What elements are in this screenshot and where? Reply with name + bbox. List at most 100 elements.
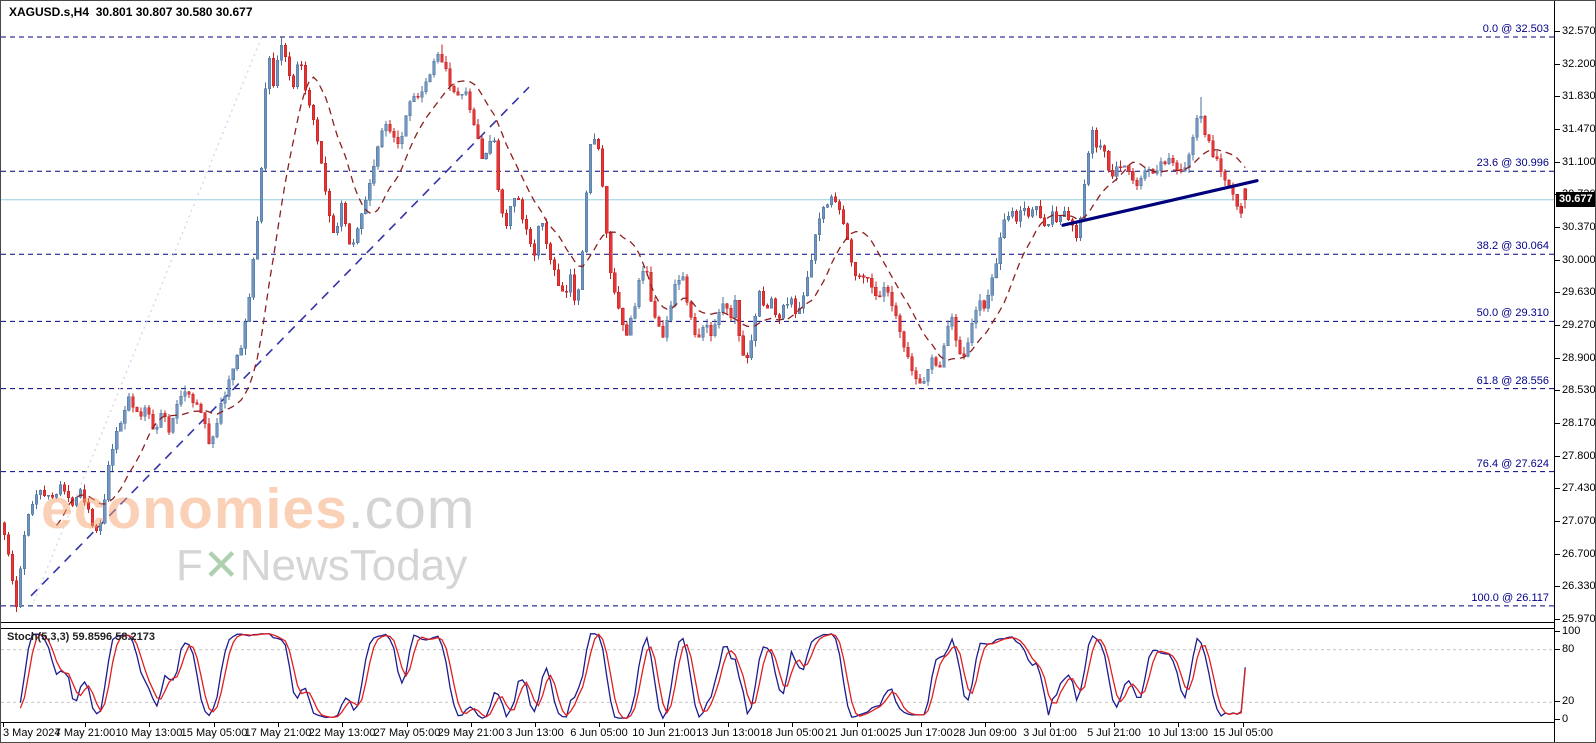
- time-tick-mark: [535, 723, 536, 727]
- time-tick-mark: [985, 723, 986, 727]
- time-tick-mark: [1243, 723, 1244, 727]
- price-tick-label: 28.530: [1562, 384, 1596, 397]
- price-tick-mark: [1555, 586, 1560, 588]
- time-axis-label: 10 Jun 21:00: [632, 727, 696, 739]
- watermark-brand-text: economies: [41, 477, 348, 541]
- time-tick-mark: [599, 723, 600, 727]
- price-tick-label: 32.570: [1562, 25, 1596, 37]
- stoch-tick-label: 100: [1562, 625, 1581, 637]
- watermark-f: F: [176, 541, 203, 590]
- time-axis-label: 29 May 21:00: [437, 727, 505, 739]
- price-tick-mark: [1555, 521, 1560, 522]
- stoch-tick-label: 0: [1562, 713, 1569, 725]
- time-tick-mark: [664, 723, 665, 727]
- time-axis-label: 17 May 21:00: [244, 727, 312, 739]
- price-tick-label: 29.270: [1562, 319, 1596, 331]
- time-axis-label: 3 May 2024: [3, 727, 61, 739]
- price-tick-label: 30.000: [1562, 253, 1596, 266]
- price-tick-mark: [1555, 390, 1560, 392]
- price-axis[interactable]: 32.57032.20031.83031.47031.10030.73030.3…: [1554, 1, 1596, 742]
- price-tick-label: 28.170: [1562, 417, 1596, 429]
- time-axis-label: 21 Jun 01:00: [825, 727, 889, 739]
- price-tick-mark: [1555, 31, 1560, 32]
- price-tick-label: 27.800: [1562, 449, 1596, 462]
- time-axis-label: 27 May 05:00: [373, 727, 441, 739]
- stochastic-panel[interactable]: Stoch(5,3,3) 59.8596 58.2173: [1, 628, 1554, 723]
- price-tick-label: 31.100: [1562, 155, 1596, 168]
- time-tick-mark: [278, 723, 279, 727]
- time-axis-label: 7 May 21:00: [54, 727, 116, 739]
- price-tick-mark: [1555, 553, 1560, 555]
- fib-level-label: 50.0 @ 29.310: [1476, 307, 1549, 320]
- stochastic-chart-canvas[interactable]: [1, 629, 1554, 724]
- time-axis-label: 5 Jul 21:00: [1087, 727, 1141, 739]
- fib-level-label: 61.8 @ 28.556: [1476, 374, 1549, 387]
- price-tick-label: 28.900: [1562, 351, 1596, 364]
- time-axis-label: 28 Jun 09:00: [953, 727, 1017, 739]
- time-axis-label: 10 May 13:00: [115, 727, 183, 739]
- time-axis-label: 25 Jun 17:00: [889, 727, 953, 739]
- time-axis-label: 13 Jun 13:00: [696, 727, 760, 739]
- candlestick-chart-canvas[interactable]: [1, 1, 1554, 623]
- price-tick-label: 27.070: [1562, 515, 1596, 527]
- time-tick-mark: [1178, 723, 1179, 727]
- price-tick-mark: [1555, 161, 1560, 163]
- stoch-tick-mark: [1555, 719, 1560, 720]
- watermark-newstoday: NewsToday: [239, 541, 468, 590]
- time-tick-mark: [728, 723, 729, 727]
- time-tick-mark: [1050, 723, 1051, 727]
- fib-level-label: 0.0 @ 32.503: [1482, 22, 1549, 35]
- price-tick-label: 26.330: [1562, 580, 1596, 593]
- time-tick-mark: [407, 723, 408, 727]
- stoch-tick-label: 20: [1562, 695, 1575, 708]
- fib-level-label: 76.4 @ 27.624: [1476, 457, 1549, 470]
- time-tick-mark: [214, 723, 215, 727]
- time-axis[interactable]: 3 May 2024 7 May 21:00 10 May 13:00 15 May …: [1, 723, 1554, 742]
- price-tick-mark: [1555, 259, 1560, 261]
- price-tick-mark: [1555, 129, 1560, 130]
- current-price-tag: 30.677: [1556, 192, 1595, 208]
- price-tick-label: 26.700: [1562, 547, 1596, 560]
- price-tick-label: 31.830: [1562, 90, 1596, 103]
- price-tick-label: 29.630: [1562, 286, 1596, 299]
- time-tick-mark: [921, 723, 922, 727]
- stoch-tick-label: 80: [1562, 642, 1575, 655]
- fib-level-label: 38.2 @ 30.064: [1476, 240, 1549, 253]
- fib-level-label: 100.0 @ 26.117: [1471, 591, 1549, 604]
- main-chart-panel[interactable]: economies.com F✕NewsToday XAGUSD.s,H4 30…: [1, 1, 1554, 623]
- time-tick-mark: [857, 723, 858, 727]
- time-axis-label: 15 Jul 05:00: [1213, 727, 1273, 739]
- price-tick-mark: [1555, 325, 1560, 326]
- stoch-tick-mark: [1555, 701, 1560, 703]
- price-tick-mark: [1555, 227, 1560, 228]
- price-tick-mark: [1555, 96, 1560, 98]
- time-axis-label: 10 Jul 13:00: [1148, 727, 1208, 739]
- price-tick-label: 27.430: [1562, 482, 1596, 495]
- price-tick-mark: [1555, 488, 1560, 490]
- price-tick-mark: [1555, 357, 1560, 359]
- time-axis-label: 3 Jul 01:00: [1023, 727, 1077, 739]
- watermark-x-icon: ✕: [202, 541, 240, 590]
- watermark-brand-line: economies.com: [41, 481, 475, 538]
- price-tick-mark: [1555, 619, 1560, 620]
- price-tick-label: 31.470: [1562, 123, 1596, 135]
- price-tick-label: 30.370: [1562, 221, 1596, 233]
- time-tick-mark: [85, 723, 86, 727]
- time-axis-label: 3 Jun 13:00: [506, 727, 564, 739]
- price-tick-mark: [1555, 423, 1560, 424]
- price-tick-mark: [1555, 292, 1560, 294]
- price-tick-mark: [1555, 63, 1560, 65]
- chart-title-ohlc: XAGUSD.s,H4 30.801 30.807 30.580 30.677: [9, 5, 253, 19]
- fib-level-label: 23.6 @ 30.996: [1476, 157, 1549, 170]
- time-tick-mark: [792, 723, 793, 727]
- time-axis-label: 15 May 05:00: [180, 727, 248, 739]
- time-axis-label: 6 Jun 05:00: [570, 727, 628, 739]
- price-tick-label: 25.970: [1562, 613, 1596, 625]
- stochastic-indicator-label: Stoch(5,3,3) 59.8596 58.2173: [7, 631, 155, 643]
- time-tick-mark: [342, 723, 343, 727]
- time-tick-mark: [1114, 723, 1115, 727]
- watermark-domain-suffix: .com: [347, 477, 476, 541]
- time-tick-mark: [3, 723, 4, 727]
- price-tick-label: 32.200: [1562, 57, 1596, 70]
